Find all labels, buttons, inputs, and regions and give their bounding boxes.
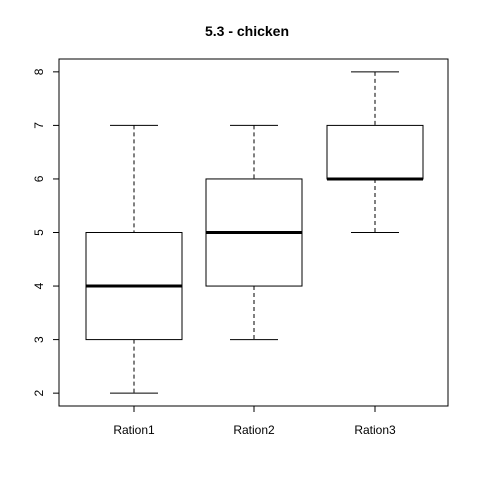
y-tick-label: 5 bbox=[32, 229, 46, 236]
box-ration1 bbox=[85, 124, 183, 394]
x-axis: Ration1 Ration2 Ration3 bbox=[113, 406, 396, 437]
y-tick-label: 3 bbox=[32, 336, 46, 343]
boxes-group bbox=[85, 71, 424, 394]
y-tick-label: 2 bbox=[32, 389, 46, 396]
y-axis: 2 3 4 5 6 7 8 bbox=[32, 68, 59, 396]
y-tick-label: 8 bbox=[32, 68, 46, 75]
y-tick-label: 4 bbox=[32, 282, 46, 289]
y-tick-label: 6 bbox=[32, 175, 46, 182]
x-tick-label: Ration1 bbox=[113, 423, 155, 437]
x-tick-label: Ration2 bbox=[233, 423, 275, 437]
y-tick-label: 7 bbox=[32, 122, 46, 129]
chart-title: 5.3 - chicken bbox=[205, 23, 289, 39]
box-ration2 bbox=[205, 124, 303, 341]
x-tick-label: Ration3 bbox=[354, 423, 396, 437]
box-ration3 bbox=[326, 71, 424, 233]
iqr-box bbox=[326, 124, 424, 180]
